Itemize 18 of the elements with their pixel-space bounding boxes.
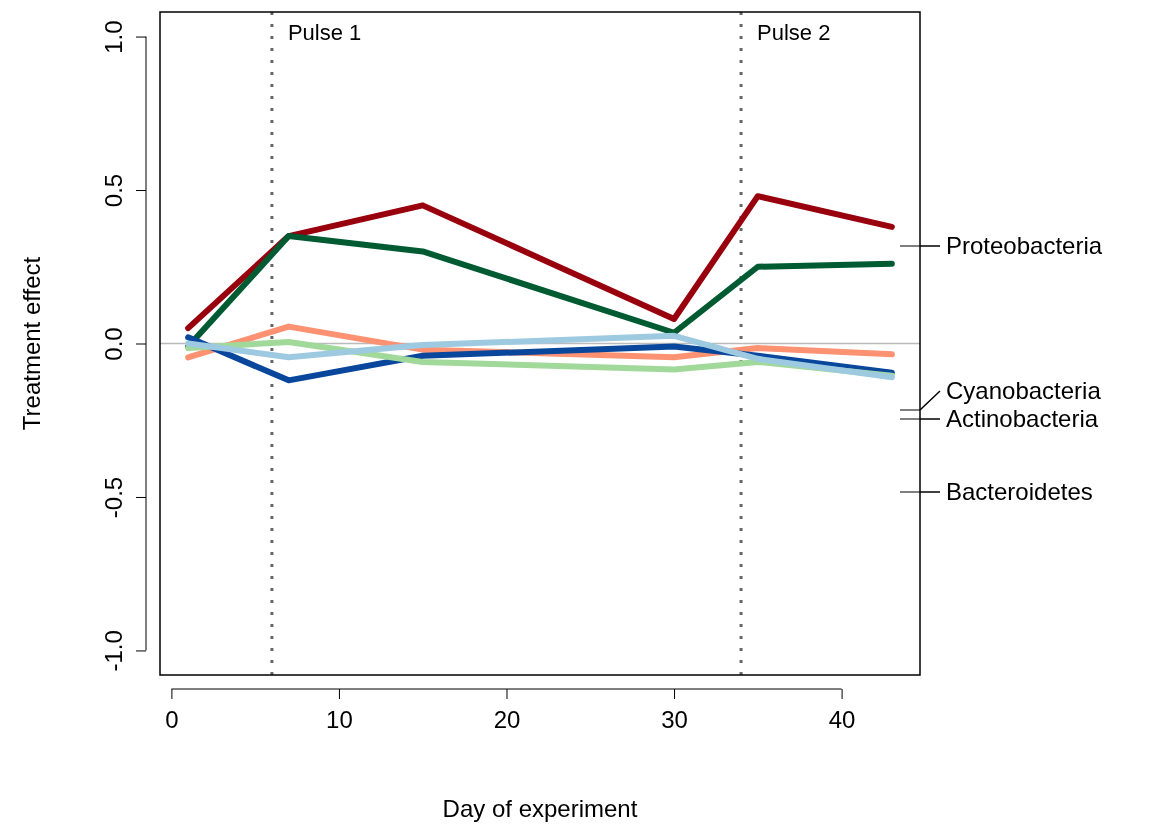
y-tick-label: 0.5 [100,173,128,208]
x-tick-label: 20 [493,706,521,734]
text: Actinobacteria [946,405,1099,433]
x-tick-label: 30 [661,706,688,734]
y-tick-label: -0.5 [100,476,128,519]
x-tick-label: 10 [326,706,353,734]
text: Bacteroidetes [946,478,1093,506]
y-tick-label: 1.0 [100,20,128,54]
ref-line-label: Pulse 2 [757,20,831,45]
text: Proteobacteria [946,232,1103,260]
y-axis-title: Treatment effect [18,256,45,431]
x-tick-label: 40 [828,706,856,734]
text: Cyanobacteria [946,377,1102,405]
x-tick-label: 0 [165,706,179,734]
x-axis-title: Day of experiment [442,795,638,822]
y-tick-label: -1.0 [100,630,128,672]
ref-line-label: Pulse 1 [287,20,362,45]
y-tick-label: 0.0 [100,327,128,361]
